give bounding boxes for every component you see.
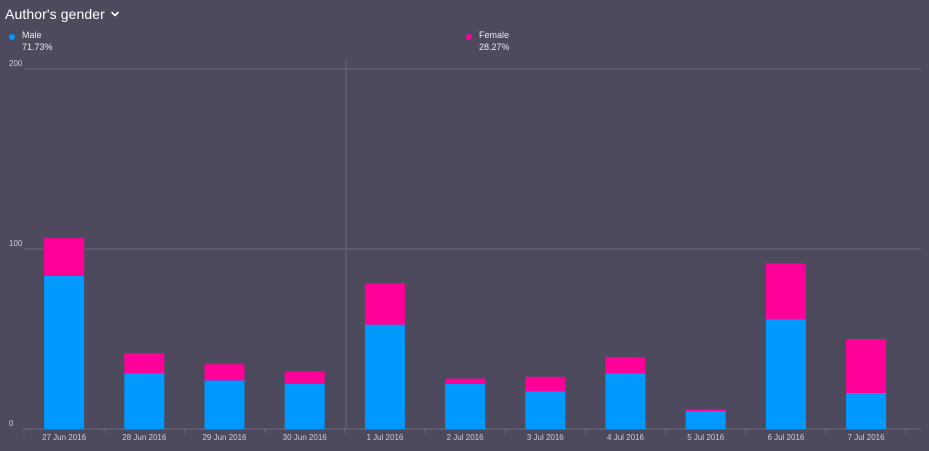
legend-label-male: Male xyxy=(22,30,42,40)
x-tick-label: 4 Jul 2016 xyxy=(607,433,644,442)
bar-male xyxy=(124,373,165,429)
chevron-down-icon xyxy=(111,11,119,17)
x-tick-label: 3 Jul 2016 xyxy=(527,433,564,442)
chart-title: Author's gender xyxy=(5,6,105,22)
x-tick-label: 1 Jul 2016 xyxy=(366,433,403,442)
y-tick-label: 100 xyxy=(9,239,23,248)
bar-male xyxy=(605,373,646,429)
bar-female xyxy=(765,263,806,320)
bar-male xyxy=(204,380,245,429)
male-dot-icon xyxy=(9,34,15,40)
bar-male xyxy=(445,384,486,429)
bar-male xyxy=(364,324,405,429)
gender-dropdown[interactable]: Author's gender xyxy=(5,6,120,22)
bar-female xyxy=(124,353,165,374)
bar-female xyxy=(204,364,245,381)
bar-male xyxy=(846,393,887,429)
bar-female xyxy=(44,238,85,276)
bar-female xyxy=(525,376,566,392)
bar-male xyxy=(44,276,85,429)
bar-female xyxy=(364,283,405,325)
x-tick-label: 2 Jul 2016 xyxy=(447,433,484,442)
x-tick-label: 27 Jun 2016 xyxy=(42,433,87,442)
female-dot-icon xyxy=(466,34,472,40)
bar-female xyxy=(685,409,726,411)
y-tick-label: 0 xyxy=(9,419,14,428)
bar-female xyxy=(445,378,486,384)
legend-percent-female: 28.27% xyxy=(479,42,510,52)
x-tick-label: 6 Jul 2016 xyxy=(767,433,804,442)
bar-female xyxy=(284,371,325,384)
x-tick-label: 5 Jul 2016 xyxy=(687,433,724,442)
bar-male xyxy=(765,319,806,429)
bar-male xyxy=(284,384,325,429)
bar-female xyxy=(605,357,646,374)
y-tick-label: 200 xyxy=(9,59,23,68)
x-tick-label: 29 Jun 2016 xyxy=(202,433,247,442)
bar-male xyxy=(525,391,566,429)
legend-label-female: Female xyxy=(479,30,510,40)
legend-percent-male: 71.73% xyxy=(22,42,53,52)
x-tick-label: 30 Jun 2016 xyxy=(283,433,328,442)
bar-male xyxy=(685,411,726,429)
x-tick-label: 7 Jul 2016 xyxy=(848,433,885,442)
bar-female xyxy=(846,339,887,393)
x-tick-label: 28 Jun 2016 xyxy=(122,433,167,442)
